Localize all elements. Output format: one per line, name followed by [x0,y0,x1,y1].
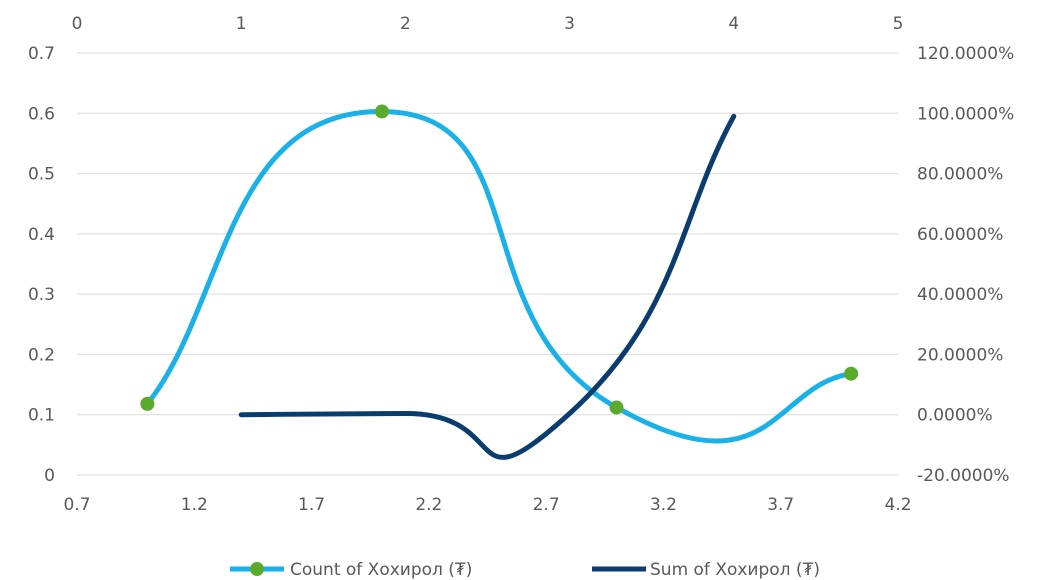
y-left-tick-label: 0.3 [28,285,55,305]
y-right-tick-label: 100.0000% [917,104,1014,124]
y-right-tick-label: 20.0000% [917,345,1003,365]
series-line-1 [238,113,737,460]
x-bottom-tick-label: 1.7 [298,495,325,515]
x-top-tick-label: 0 [72,14,83,34]
y-left-tick-label: 0.6 [28,104,55,124]
y-left-tick-label: 0 [44,466,55,486]
axis-ticks: 00.10.20.30.40.50.60.7-20.0000%0.0000%20… [28,14,1014,515]
series-0-point-2 [609,400,624,415]
grid-lines [77,52,898,476]
x-bottom-tick-label: 3.2 [650,495,677,515]
legend: Count of Хохирол (₮) Sum of Хохирол (₮) [230,560,820,580]
x-bottom-tick-label: 2.2 [415,495,442,515]
x-bottom-tick-label: 2.7 [533,495,560,515]
y-left-tick-label: 0.4 [28,225,55,245]
series-0-point-0 [140,396,155,411]
x-bottom-tick-label: 1.2 [181,495,208,515]
y-right-tick-label: 80.0000% [917,165,1003,185]
y-right-tick-label: 40.0000% [917,285,1003,305]
series-0-point-1 [374,104,389,119]
x-top-tick-label: 4 [728,14,739,34]
x-top-tick-label: 5 [893,14,904,34]
y-left-tick-label: 0.2 [28,345,55,365]
y-right-tick-label: 60.0000% [917,225,1003,245]
legend-count-swatch-marker [250,562,264,576]
legend-count-label: Count of Хохирол (₮) [290,560,472,580]
series-line-0 [144,108,854,444]
x-top-tick-label: 3 [564,14,575,34]
x-bottom-tick-label: 4.2 [884,495,911,515]
series-layer [140,104,859,460]
y-right-tick-label: 0.0000% [917,406,993,426]
series-0-point-3 [844,366,859,381]
y-left-tick-label: 0.7 [28,44,55,64]
y-left-tick-label: 0.5 [28,165,55,185]
x-top-tick-label: 2 [400,14,411,34]
x-bottom-tick-label: 3.7 [767,495,794,515]
legend-sum-label: Sum of Хохирол (₮) [650,560,820,580]
x-bottom-tick-label: 0.7 [63,495,90,515]
y-right-tick-label: -20.0000% [917,466,1010,486]
y-left-tick-label: 0.1 [28,406,55,426]
x-top-tick-label: 1 [236,14,247,34]
y-right-tick-label: 120.0000% [917,44,1014,64]
